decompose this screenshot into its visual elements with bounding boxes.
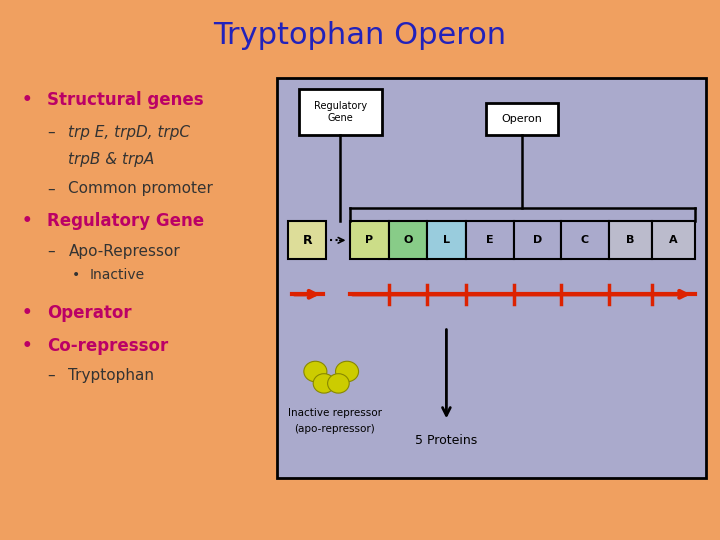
Text: Operator: Operator [47, 304, 132, 322]
Text: Structural genes: Structural genes [47, 91, 204, 109]
Text: Inactive repressor: Inactive repressor [288, 408, 382, 418]
Text: •: • [22, 336, 32, 355]
Text: –: – [47, 368, 55, 383]
Text: Apo-Repressor: Apo-Repressor [68, 244, 180, 259]
Ellipse shape [328, 374, 349, 393]
Bar [288, 221, 326, 259]
Text: P: P [365, 235, 373, 245]
Text: –: – [47, 181, 55, 197]
Bar [608, 221, 652, 259]
Text: Tryptophan: Tryptophan [68, 368, 154, 383]
Bar [652, 221, 695, 259]
Text: L: L [444, 235, 450, 245]
Text: trpB & trpA: trpB & trpA [68, 152, 155, 167]
Bar [513, 221, 561, 259]
Text: Regulatory
Gene: Regulatory Gene [314, 102, 366, 123]
Text: Regulatory Gene: Regulatory Gene [47, 212, 204, 231]
Text: Common promoter: Common promoter [68, 181, 213, 197]
Ellipse shape [304, 361, 327, 382]
Text: –: – [47, 125, 55, 140]
Text: Operon: Operon [502, 114, 543, 124]
Text: C: C [581, 235, 589, 245]
Text: •: • [22, 212, 32, 231]
Text: E: E [486, 235, 494, 245]
Text: Inactive: Inactive [90, 268, 145, 282]
Text: (apo-repressor): (apo-repressor) [294, 424, 375, 434]
Ellipse shape [336, 361, 359, 382]
Bar [350, 221, 389, 259]
Text: •: • [22, 304, 32, 322]
Text: B: B [626, 235, 634, 245]
Text: trp E, trpD, trpC: trp E, trpD, trpC [68, 125, 190, 140]
Text: O: O [403, 235, 413, 245]
Bar [428, 221, 467, 259]
Text: 5 Proteins: 5 Proteins [415, 434, 477, 447]
Text: A: A [669, 235, 678, 245]
Bar [561, 221, 608, 259]
Text: D: D [533, 235, 542, 245]
Text: Tryptophan Operon: Tryptophan Operon [213, 21, 507, 50]
Text: •: • [72, 268, 80, 282]
Bar [467, 221, 513, 259]
Ellipse shape [313, 374, 335, 393]
Bar [389, 221, 428, 259]
Bar [299, 89, 382, 135]
Bar [277, 78, 706, 478]
Text: R: R [302, 234, 312, 247]
Text: •: • [22, 91, 32, 109]
Text: –: – [47, 244, 55, 259]
Text: Co-repressor: Co-repressor [47, 336, 168, 355]
Bar [486, 103, 558, 135]
